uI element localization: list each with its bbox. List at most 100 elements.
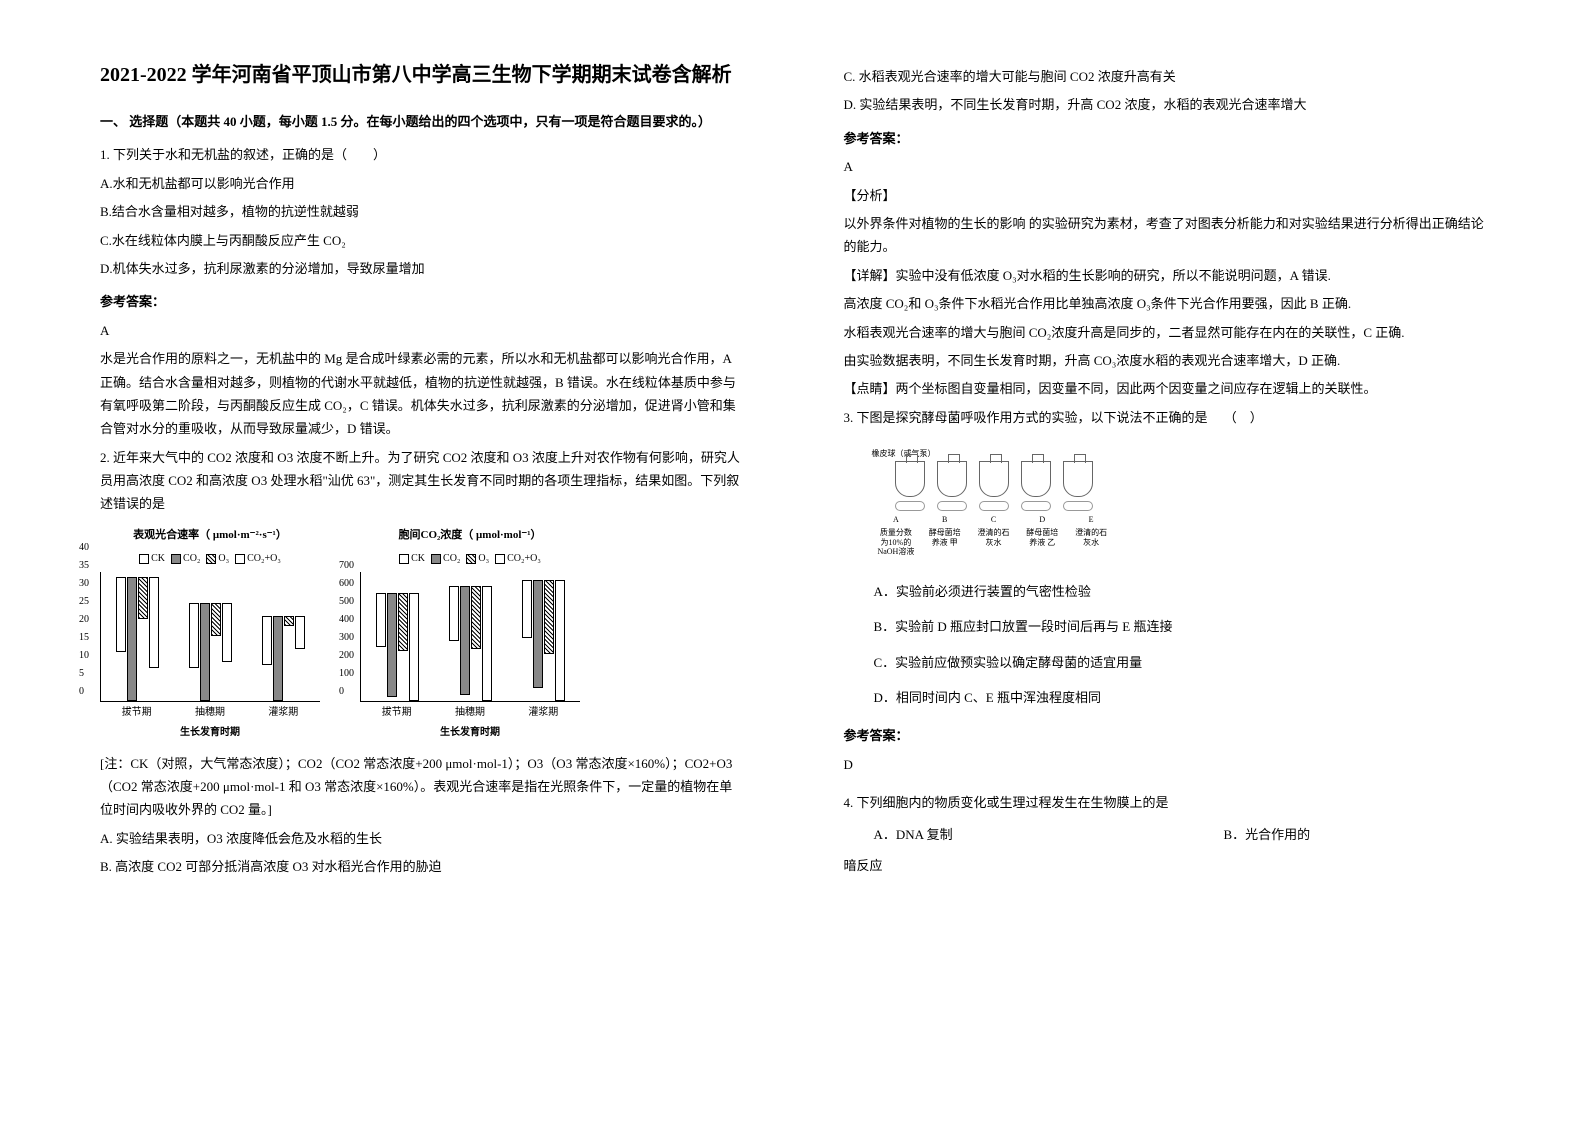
bar xyxy=(138,577,148,619)
y-tick-label: 0 xyxy=(339,683,354,701)
y-tick-label: 100 xyxy=(339,665,354,683)
q3-optD: D．相同时间内 C、E 瓶中浑浊程度相同 xyxy=(874,686,1488,709)
y-tick-label: 35 xyxy=(79,557,89,575)
chart-legend: CKCO₂O₃CO₂+O₃ xyxy=(360,550,580,568)
flask-icon xyxy=(1021,461,1051,497)
doc-title: 2021-2022 学年河南省平顶山市第八中学高三生物下学期期末试卷含解析 xyxy=(100,60,744,90)
bar xyxy=(387,593,397,697)
q3-optB: B．实验前 D 瓶应封口放置一段时间后再与 E 瓶连接 xyxy=(874,615,1488,638)
bar xyxy=(460,586,470,696)
y-tick-label: 0 xyxy=(79,683,89,701)
flask-icon xyxy=(895,461,925,497)
x-tick-label: 抽穗期 xyxy=(455,704,485,722)
bar xyxy=(544,580,554,654)
bar xyxy=(522,580,532,638)
y-tick-label: 10 xyxy=(79,647,89,665)
q1-explain: 水是光合作用的原料之一，无机盐中的 Mg 是合成叶绿素必需的元素，所以水和无机盐… xyxy=(100,347,744,441)
q1-stem: 1. 下列关于水和无机盐的叙述，正确的是（ ） xyxy=(100,143,744,166)
bar xyxy=(555,580,565,701)
chart-1: 表观光合速率（ μmol·m⁻²·s⁻¹）CKCO₂O₃CO₂+O₃051015… xyxy=(100,526,320,742)
bar-group xyxy=(449,586,492,701)
bar xyxy=(471,586,481,649)
legend-item: CO₂ xyxy=(171,550,200,568)
bar xyxy=(449,586,459,642)
q4-optA: A．DNA 复制 xyxy=(874,823,1224,846)
legend-label: O₃ xyxy=(218,550,229,568)
q2-detail4: 由实验数据表明，不同生长发育时期，升高 CO₃浓度水稻的表观光合速率增大，D 正… xyxy=(844,349,1488,372)
y-tick-label: 20 xyxy=(79,611,89,629)
q1-optD: D.机体失水过多，抗利尿激素的分泌增加，导致尿量增加 xyxy=(100,257,744,280)
q1-optC: C.水在线粒体内膜上与丙酮酸反应产生 CO₂ xyxy=(100,229,744,252)
bar xyxy=(200,603,210,701)
chart-area: 0510152025303540 xyxy=(100,572,320,702)
swatch-icon xyxy=(495,554,505,564)
legend-label: CK xyxy=(411,550,425,568)
diagram-top-label: 橡皮球（或气泵） xyxy=(872,447,936,461)
q2-point-text: 两个坐标图自变量相同，因变量不同，因此两个因变量之间应存在逻辑上的关联性。 xyxy=(896,381,1377,396)
flask-row-top xyxy=(872,461,1116,497)
y-tick-label: 700 xyxy=(339,557,354,575)
y-tick-label: 400 xyxy=(339,611,354,629)
q2-detail1: 实验中没有低浓度 O₃对水稻的生长影响的研究，所以不能说明问题，A 错误. xyxy=(896,268,1331,283)
charts-container: 表观光合速率（ μmol·m⁻²·s⁻¹）CKCO₂O₃CO₂+O₃051015… xyxy=(100,526,744,742)
bar xyxy=(273,616,283,701)
y-tick-label: 300 xyxy=(339,629,354,647)
answer-label-3: 参考答案： xyxy=(844,724,1488,747)
q2-detail2: 高浓度 CO₂和 O₃条件下水稻光合作用比单独高浓度 O₃条件下光合作用要强，因… xyxy=(844,292,1488,315)
y-tick-label: 15 xyxy=(79,629,89,647)
q2-note: [注：CK（对照，大气常态浓度）；CO2（CO2 常态浓度+200 μmol·m… xyxy=(100,752,744,822)
q2-optD: D. 实验结果表明，不同生长发育时期，升高 CO2 浓度，水稻的表观光合速率增大 xyxy=(844,93,1488,116)
chart-title: 胞间CO₂浓度（ μmol·mol⁻¹） xyxy=(360,526,580,546)
bar xyxy=(398,593,408,651)
mid-label: B xyxy=(926,515,964,525)
q2-optC: C. 水稻表观光合速率的增大可能与胞间 CO2 浓度升高有关 xyxy=(844,65,1488,88)
bar-group xyxy=(376,593,419,701)
connector-icon xyxy=(1063,501,1093,511)
bar xyxy=(533,580,543,688)
q3-answer: D xyxy=(844,753,1488,776)
q1-optA: A.水和无机盐都可以影响光合作用 xyxy=(100,172,744,195)
diagram-mid-labels: A B C D E xyxy=(872,515,1116,525)
x-tick-label: 抽穗期 xyxy=(195,704,225,722)
q2-detail: 【详解】实验中没有低浓度 O₃对水稻的生长影响的研究，所以不能说明问题，A 错误… xyxy=(844,264,1488,287)
detail-label: 【详解】 xyxy=(844,268,896,283)
swatch-icon xyxy=(206,554,216,564)
bar-group xyxy=(262,616,305,701)
q3-optA: A．实验前必须进行装置的气密性检验 xyxy=(874,580,1488,603)
bar xyxy=(116,577,126,652)
q4-continuation: 暗反应 xyxy=(844,854,1488,877)
mid-label: E xyxy=(1072,515,1110,525)
chart-area: 0100200300400500600700 xyxy=(360,572,580,702)
q2-optA: A. 实验结果表明，O3 浓度降低会危及水稻的生长 xyxy=(100,827,744,850)
legend-item: CO₂ xyxy=(431,550,460,568)
q4-options: A．DNA 复制 B．光合作用的 xyxy=(874,823,1488,846)
mid-label: A xyxy=(877,515,915,525)
q4-stem: 4. 下列细胞内的物质变化或生理过程发生在生物膜上的是 xyxy=(844,791,1488,814)
bottom-label: 酵母菌培养液 乙 xyxy=(1023,528,1061,557)
swatch-icon xyxy=(139,554,149,564)
y-tick-label: 200 xyxy=(339,647,354,665)
q2-optB: B. 高浓度 CO2 可部分抵消高浓度 O3 对水稻光合作用的胁迫 xyxy=(100,855,744,878)
chart-legend: CKCO₂O₃CO₂+O₃ xyxy=(100,550,320,568)
answer-label-2: 参考答案： xyxy=(844,127,1488,150)
x-axis-labels: 拔节期抽穗期灌浆期 xyxy=(360,704,580,722)
legend-label: O₃ xyxy=(478,550,489,568)
legend-label: CK xyxy=(151,550,165,568)
connector-icon xyxy=(895,501,925,511)
q2-answer: A xyxy=(844,155,1488,178)
bar xyxy=(262,616,272,665)
y-tick-label: 500 xyxy=(339,593,354,611)
bar xyxy=(189,603,199,668)
x-axis-title: 生长发育时期 xyxy=(100,724,320,742)
swatch-icon xyxy=(171,554,181,564)
bar-group xyxy=(522,580,565,701)
y-tick-label: 30 xyxy=(79,575,89,593)
legend-item: CK xyxy=(399,550,425,568)
q3-options: A．实验前必须进行装置的气密性检验 B．实验前 D 瓶应封口放置一段时间后再与 … xyxy=(874,580,1488,710)
y-tick-label: 25 xyxy=(79,593,89,611)
bar xyxy=(409,593,419,701)
section-header: 一、 选择题（本题共 40 小题，每小题 1.5 分。在每小题给出的四个选项中，… xyxy=(100,110,744,133)
swatch-icon xyxy=(235,554,245,564)
y-axis-ticks: 0100200300400500600700 xyxy=(339,572,354,701)
q3-stem: 3. 下图是探究酵母菌呼吸作用方式的实验，以下说法不正确的是 （ ） xyxy=(844,406,1488,429)
